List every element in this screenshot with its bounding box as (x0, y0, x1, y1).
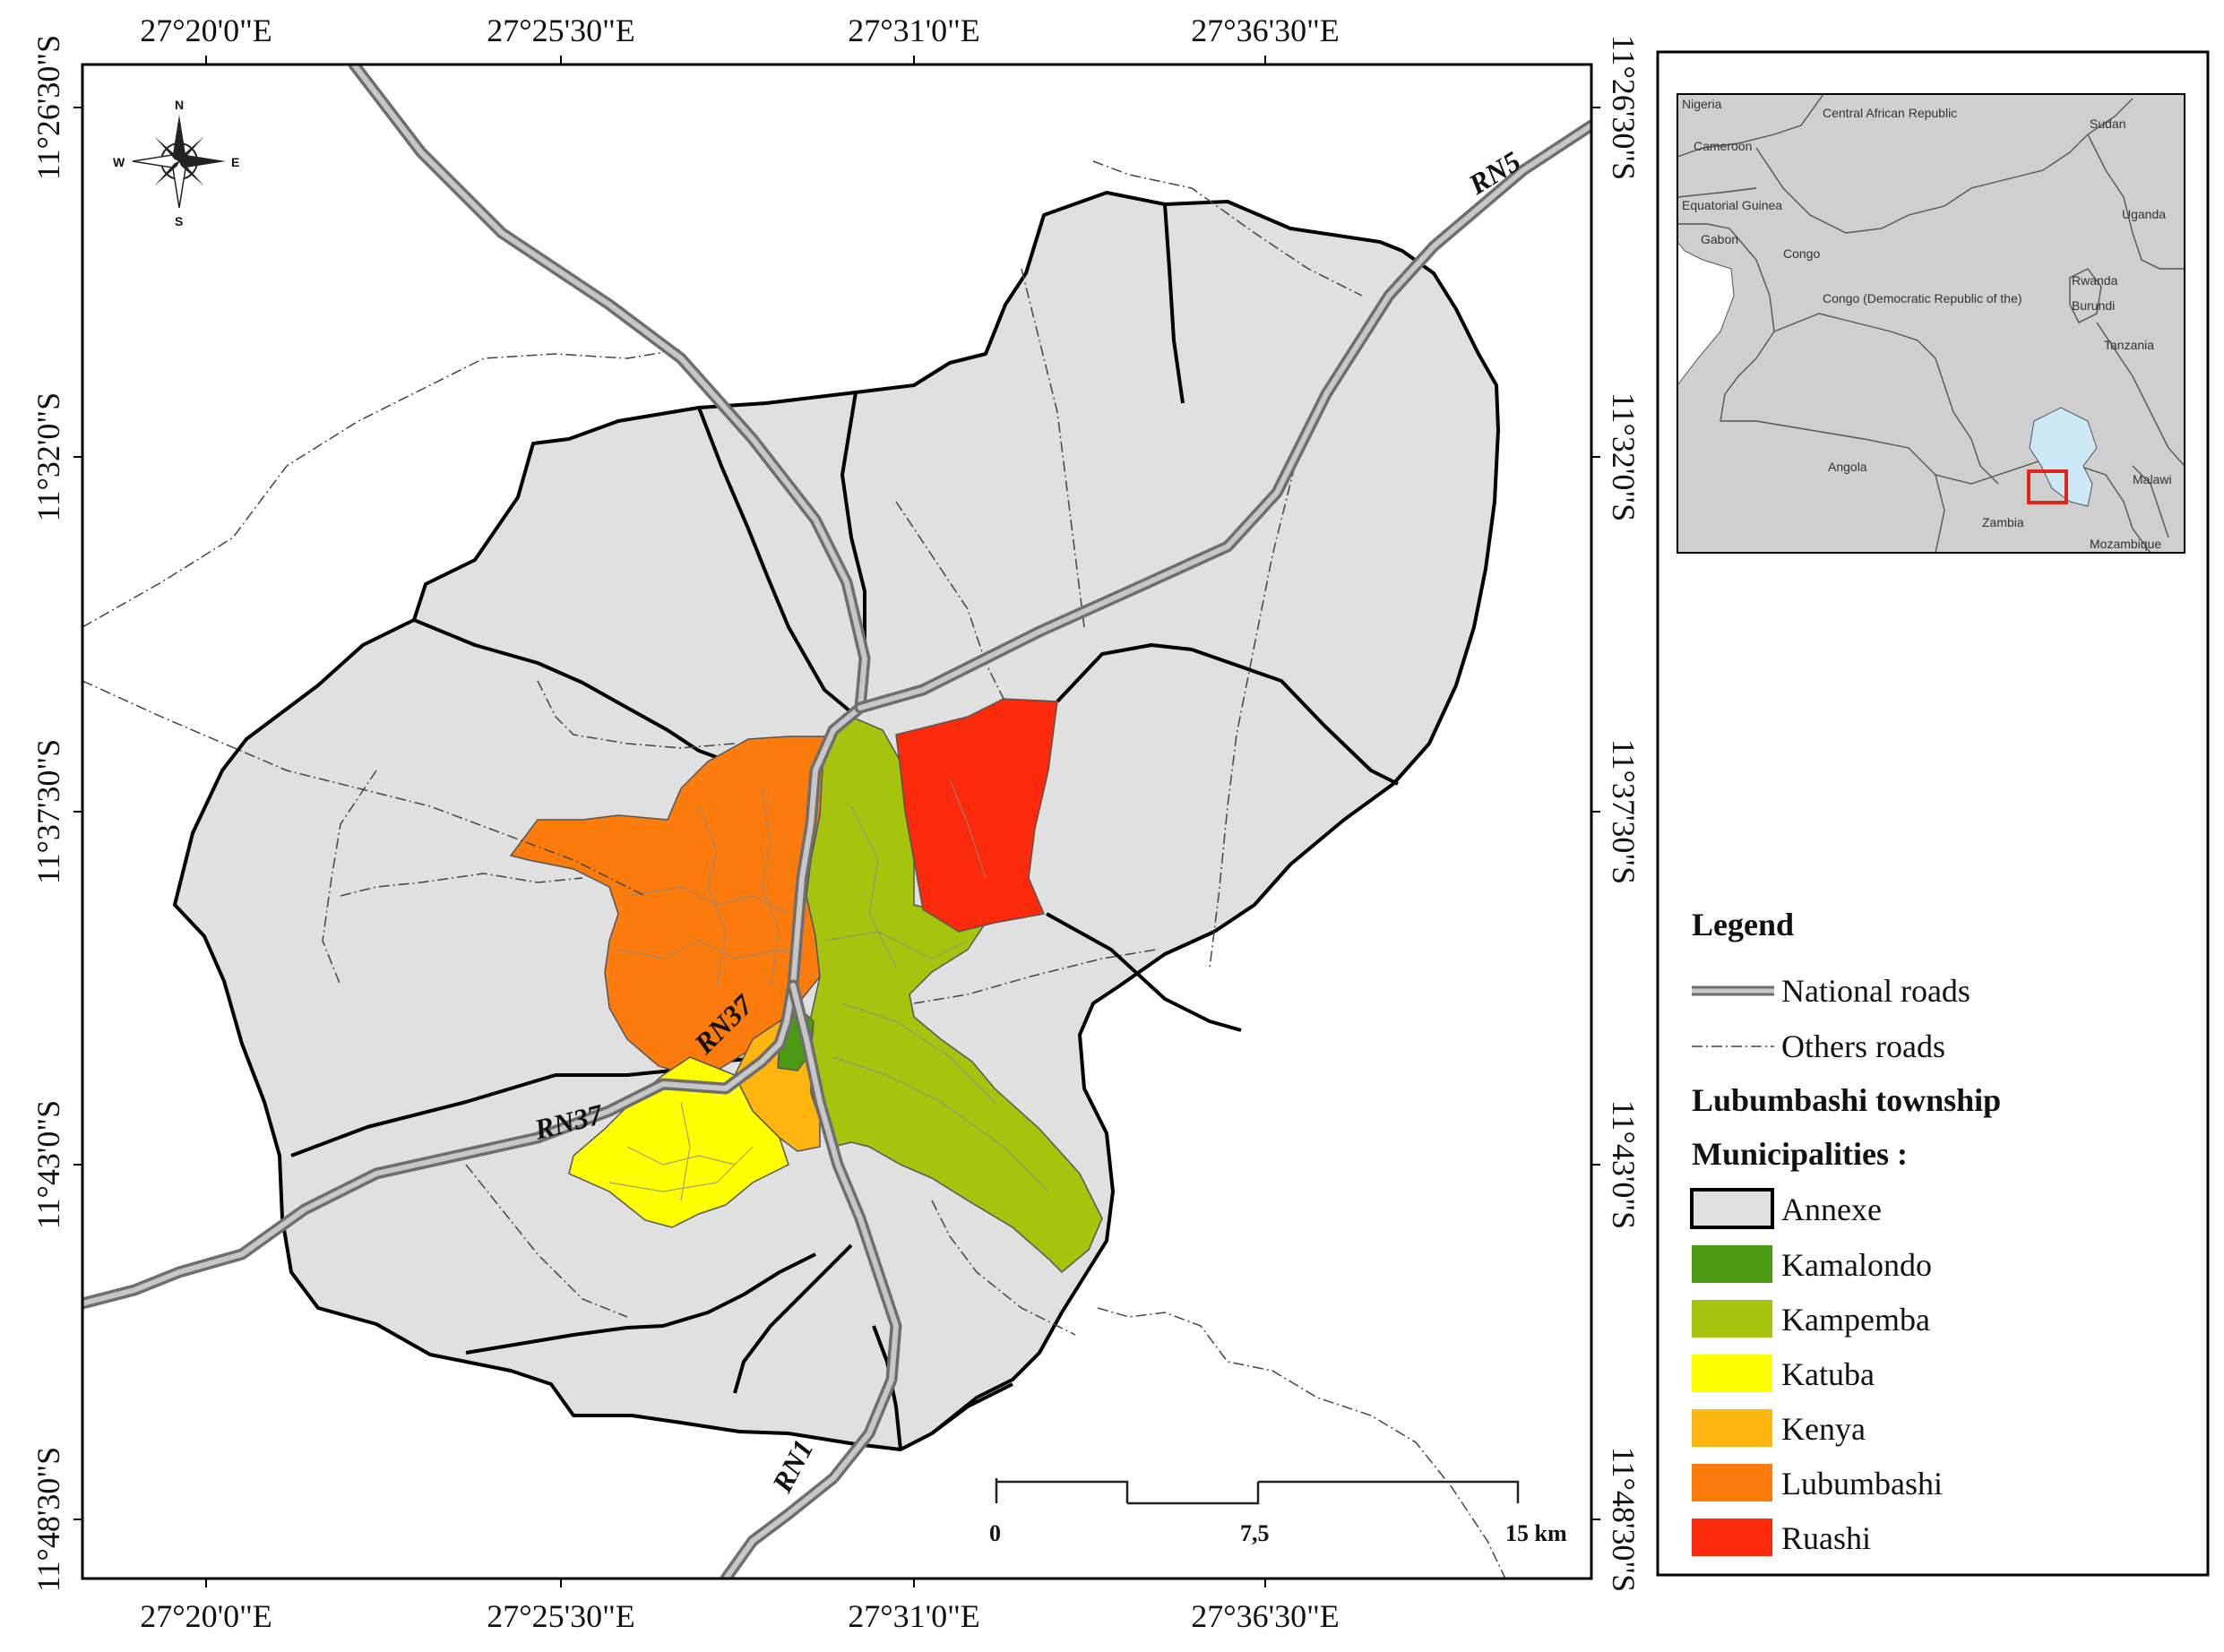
legend-other-roads: Others roads (1692, 1028, 1945, 1064)
inset-lake (2029, 407, 2098, 507)
legend-item-kenya: Kenya (1692, 1409, 1866, 1447)
legend: Legend National roads Others roads Lubum… (1690, 907, 2001, 1556)
main-map (82, 65, 1591, 1579)
side-panel-frame (1656, 50, 2210, 1577)
legend-item-katuba: Katuba (1692, 1355, 1875, 1392)
left-axis-label: 11°43'0"S (30, 1100, 66, 1229)
scale-bar: 0 7,5 15 km (989, 1478, 1567, 1546)
country-label: Tanzania (2104, 338, 2154, 352)
country-label: Rwanda (2072, 273, 2118, 288)
country-label: Nigeria (1682, 97, 1722, 111)
legend-swatch-katuba (1692, 1355, 1772, 1392)
bottom-axis-labels: 27°20'0"E 27°25'30"E 27°31'0"E 27°36'30"… (140, 1598, 1340, 1634)
inset-country-labels: Nigeria Central African Republic Sudan C… (1682, 97, 2172, 551)
left-axis-label: 11°26'30"S (30, 35, 66, 180)
scale-label-0: 0 (989, 1520, 1001, 1546)
country-label: Cameroon (1694, 139, 1752, 153)
bottom-axis-label: 27°20'0"E (140, 1598, 272, 1634)
legend-national-roads: National roads (1692, 973, 1970, 1009)
legend-label-lubumbashi: Lubumbashi (1781, 1466, 1943, 1501)
scale-label-end: 15 km (1505, 1520, 1567, 1546)
legend-item-lubumbashi: Lubumbashi (1692, 1464, 1943, 1501)
legend-item-ruashi: Ruashi (1692, 1519, 1871, 1556)
bottom-axis-label: 27°31'0"E (848, 1598, 980, 1634)
national-roads (82, 65, 1591, 1579)
legend-item-kampemba: Kampemba (1692, 1300, 1930, 1338)
left-axis-labels: 11°26'30"S 11°32'0"S 11°37'30"S 11°43'0"… (30, 35, 66, 1592)
legend-label-katuba: Katuba (1781, 1356, 1875, 1392)
legend-swatch-lubumbashi (1692, 1464, 1772, 1501)
country-label: Equatorial Guinea (1682, 198, 1782, 212)
scale-label-mid: 7,5 (1240, 1520, 1270, 1546)
legend-label-ruashi: Ruashi (1781, 1520, 1871, 1556)
legend-swatch-annexe (1690, 1188, 1774, 1229)
bottom-axis-label: 27°25'30"E (487, 1598, 635, 1634)
country-label: Angola (1828, 460, 1867, 474)
coordinate-ticks (73, 56, 1600, 1587)
left-axis-label: 11°48'30"S (30, 1447, 66, 1592)
legend-swatch-kampemba (1692, 1300, 1772, 1338)
legend-township-heading: Lubumbashi township (1692, 1082, 2001, 1118)
north-arrow-icon (173, 115, 185, 161)
legend-label-kampemba: Kampemba (1781, 1302, 1930, 1338)
inset-frame (1677, 93, 2185, 554)
right-axis-label: 11°37'30"S (1606, 739, 1642, 884)
legend-label-annexe: Annexe (1781, 1192, 1882, 1227)
compass-n: N (175, 98, 184, 112)
legend-swatch-kenya (1692, 1409, 1772, 1447)
left-axis-label: 11°37'30"S (30, 739, 66, 884)
legend-label-kamalondo: Kamalondo (1781, 1247, 1932, 1283)
legend-label-kenya: Kenya (1781, 1411, 1866, 1447)
other-roads (82, 160, 1506, 1579)
top-axis-label: 27°20'0"E (140, 13, 272, 48)
right-axis-labels: 11°26'30"S 11°32'0"S 11°37'30"S 11°43'0"… (1606, 35, 1642, 1592)
country-label: Congo (Democratic Republic of the) (1823, 291, 2022, 305)
right-axis-label: 11°26'30"S (1606, 35, 1642, 180)
legend-national-roads-label: National roads (1781, 973, 1970, 1009)
ruashi-municipality (895, 698, 1058, 933)
legend-municipalities-heading: Municipalities : (1692, 1136, 1908, 1172)
country-label: Sudan (2090, 116, 2125, 131)
legend-item-kamalondo: Kamalondo (1692, 1245, 1932, 1283)
country-label: Zambia (1982, 515, 2024, 529)
right-axis-label: 11°48'30"S (1606, 1447, 1642, 1592)
country-label: Uganda (2122, 207, 2166, 221)
top-axis-label: 27°31'0"E (848, 13, 980, 48)
main-map-frame (81, 63, 1593, 1580)
bottom-axis-label: 27°36'30"E (1191, 1598, 1340, 1634)
legend-swatch-kamalondo (1692, 1245, 1772, 1283)
left-axis-label: 11°32'0"S (30, 392, 66, 521)
right-axis-label: 11°32'0"S (1606, 392, 1642, 521)
inset-borders (1677, 94, 2185, 553)
compass-rose: N S E W (113, 98, 239, 228)
top-axis-label: 27°36'30"E (1191, 13, 1340, 48)
inset-land (1677, 94, 2185, 553)
country-label: Central African Republic (1823, 106, 1957, 120)
legend-title: Legend (1692, 907, 1794, 942)
country-label: Burundi (2072, 298, 2115, 313)
top-axis-labels: 27°20'0"E 27°25'30"E 27°31'0"E 27°36'30"… (140, 13, 1340, 48)
top-axis-label: 27°25'30"E (487, 13, 635, 48)
country-label: Congo (1783, 246, 1820, 261)
legend-item-annexe: Annexe (1690, 1188, 1882, 1229)
compass-s: S (175, 214, 183, 228)
right-axis-label: 11°43'0"S (1606, 1100, 1642, 1229)
country-label: Malawi (2133, 472, 2172, 486)
compass-e: E (231, 155, 239, 169)
legend-other-roads-label: Others roads (1781, 1028, 1945, 1064)
legend-swatch-ruashi (1692, 1519, 1772, 1556)
inset-location-highlight (2027, 469, 2068, 504)
urban-internal-lines (608, 779, 1049, 1201)
inset-map: Nigeria Central African Republic Sudan C… (1677, 94, 2185, 553)
country-label: Mozambique (2090, 537, 2161, 551)
country-label: Gabon (1701, 232, 1738, 246)
compass-w: W (113, 155, 125, 169)
